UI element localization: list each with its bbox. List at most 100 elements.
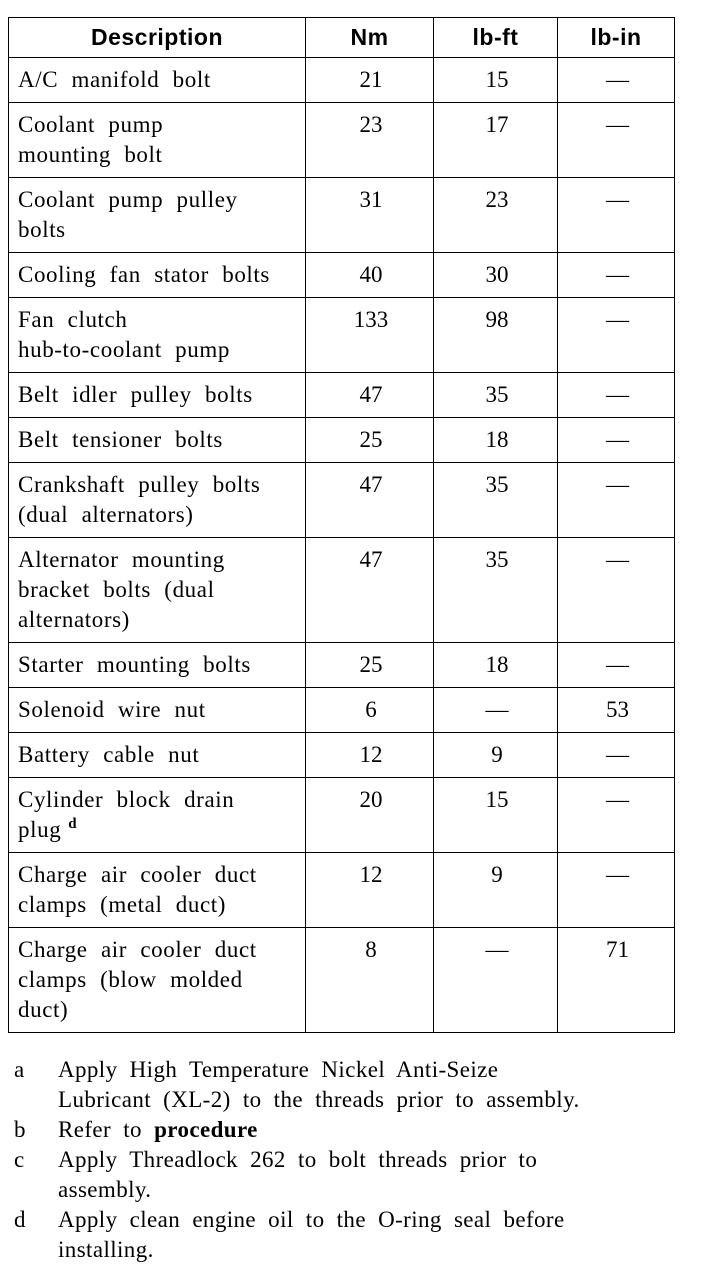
nm-cell: 21 (305, 57, 434, 103)
description-text: Belt tensioner bolts (18, 427, 223, 452)
description-cell: Starter mounting bolts (8, 642, 306, 688)
column-header-nm: Nm (305, 17, 434, 58)
lb-ft-cell: 15 (433, 57, 558, 103)
description-text: Cylinder block drain plug (18, 787, 235, 842)
nm-cell: 12 (305, 732, 434, 778)
lb-in-cell: — (557, 537, 675, 643)
footnote-item: d Apply clean engine oil to the O-ring s… (14, 1205, 690, 1265)
description-text: Cooling fan stator bolts (18, 262, 270, 287)
description-text: Battery cable nut (18, 742, 200, 767)
table-row: A/C manifold bolt 21 15 — (8, 57, 675, 103)
description-cell: Coolant pump mounting bolt (8, 102, 306, 178)
lb-ft-cell: 35 (433, 537, 558, 643)
lb-ft-cell: — (433, 687, 558, 733)
description-text: Alternator mounting bracket bolts (dual … (18, 547, 225, 632)
nm-cell: 31 (305, 177, 434, 253)
description-cell: Cooling fan stator bolts (8, 252, 306, 298)
table-row: Cooling fan stator bolts 40 30 — (8, 252, 675, 298)
lb-ft-cell: 35 (433, 462, 558, 538)
lb-ft-cell: 23 (433, 177, 558, 253)
description-cell: Alternator mounting bracket bolts (dual … (8, 537, 306, 643)
lb-ft-cell: 18 (433, 417, 558, 463)
lb-ft-cell: — (433, 927, 558, 1033)
description-cell: Belt tensioner bolts (8, 417, 306, 463)
nm-cell: 20 (305, 777, 434, 853)
lb-in-cell: — (557, 57, 675, 103)
lb-in-cell: — (557, 732, 675, 778)
table-row: Fan clutch hub-to-coolant pump 133 98 — (8, 297, 675, 373)
table-row: Crankshaft pulley bolts (dual alternator… (8, 462, 675, 538)
lb-ft-cell: 98 (433, 297, 558, 373)
nm-cell: 12 (305, 852, 434, 928)
column-header-description: Description (8, 17, 306, 58)
lb-in-cell: — (557, 417, 675, 463)
lb-ft-cell: 18 (433, 642, 558, 688)
footnote-item: a Apply High Temperature Nickel Anti-Sei… (14, 1055, 690, 1115)
footnote-text: Refer to procedure (58, 1115, 690, 1145)
description-cell: Battery cable nut (8, 732, 306, 778)
nm-cell: 6 (305, 687, 434, 733)
lb-in-cell: — (557, 852, 675, 928)
description-cell: Coolant pump pulley bolts (8, 177, 306, 253)
description-cell: Crankshaft pulley bolts (dual alternator… (8, 462, 306, 538)
table-header-row: Description Nm lb-ft lb-in (8, 17, 675, 58)
description-cell: Solenoid wire nut (8, 687, 306, 733)
lb-in-cell: 71 (557, 927, 675, 1033)
table-row: Coolant pump mounting bolt 23 17 — (8, 102, 675, 178)
lb-ft-cell: 35 (433, 372, 558, 418)
nm-cell: 25 (305, 642, 434, 688)
footnote-marker: d (14, 1207, 26, 1232)
description-text: Crankshaft pulley bolts (dual alternator… (18, 472, 261, 527)
nm-cell: 8 (305, 927, 434, 1033)
footnote-text-body: Apply High Temperature Nickel Anti-Seize… (58, 1057, 580, 1112)
description-text: Coolant pump mounting bolt (18, 112, 164, 167)
footnote-text: Apply clean engine oil to the O-ring sea… (58, 1205, 690, 1265)
footnotes-section: a Apply High Temperature Nickel Anti-Sei… (14, 1055, 690, 1265)
footnote-marker-superscript: d (68, 816, 78, 833)
description-text: Charge air cooler duct clamps (metal duc… (18, 862, 257, 917)
footnote-text-body: Refer to (58, 1117, 155, 1142)
table-row: Solenoid wire nut 6 — 53 (8, 687, 675, 733)
footnote-marker: b (14, 1117, 26, 1142)
footnote-item: c Apply Threadlock 262 to bolt threads p… (14, 1145, 690, 1205)
description-text: A/C manifold bolt (18, 67, 211, 92)
description-cell: Cylinder block drain plug d (8, 777, 306, 853)
lb-in-cell: — (557, 372, 675, 418)
description-cell: Charge air cooler duct clamps (blow mold… (8, 927, 306, 1033)
footnote-marker: c (14, 1147, 25, 1172)
description-text: Fan clutch hub-to-coolant pump (18, 307, 230, 362)
procedure-reference: procedure (154, 1117, 258, 1142)
table-row: Belt tensioner bolts 25 18 — (8, 417, 675, 463)
lb-in-cell: — (557, 297, 675, 373)
lb-ft-cell: 9 (433, 852, 558, 928)
lb-in-cell: — (557, 102, 675, 178)
footnote-item: b Refer to procedure (14, 1115, 690, 1145)
lb-ft-cell: 17 (433, 102, 558, 178)
lb-ft-cell: 15 (433, 777, 558, 853)
description-cell: Charge air cooler duct clamps (metal duc… (8, 852, 306, 928)
nm-cell: 25 (305, 417, 434, 463)
description-cell: A/C manifold bolt (8, 57, 306, 103)
nm-cell: 40 (305, 252, 434, 298)
nm-cell: 47 (305, 537, 434, 643)
footnote-text: Apply Threadlock 262 to bolt threads pri… (58, 1145, 690, 1205)
description-cell: Belt idler pulley bolts (8, 372, 306, 418)
table-row: Battery cable nut 12 9 — (8, 732, 675, 778)
table-row: Cylinder block drain plug d 20 15 — (8, 777, 675, 853)
lb-ft-cell: 9 (433, 732, 558, 778)
lb-ft-cell: 30 (433, 252, 558, 298)
footnote-text-body: Apply Threadlock 262 to bolt threads pri… (58, 1147, 538, 1202)
lb-in-cell: — (557, 777, 675, 853)
footnote-text-body: Apply clean engine oil to the O-ring sea… (58, 1207, 565, 1262)
torque-spec-table: Description Nm lb-ft lb-in A/C manifold … (8, 17, 675, 1033)
column-header-lb-ft: lb-ft (433, 17, 558, 58)
table-row: Coolant pump pulley bolts 31 23 — (8, 177, 675, 253)
nm-cell: 23 (305, 102, 434, 178)
lb-in-cell: — (557, 252, 675, 298)
description-text: Belt idler pulley bolts (18, 382, 253, 407)
lb-in-cell: — (557, 462, 675, 538)
nm-cell: 133 (305, 297, 434, 373)
lb-in-cell: 53 (557, 687, 675, 733)
lb-in-cell: — (557, 642, 675, 688)
